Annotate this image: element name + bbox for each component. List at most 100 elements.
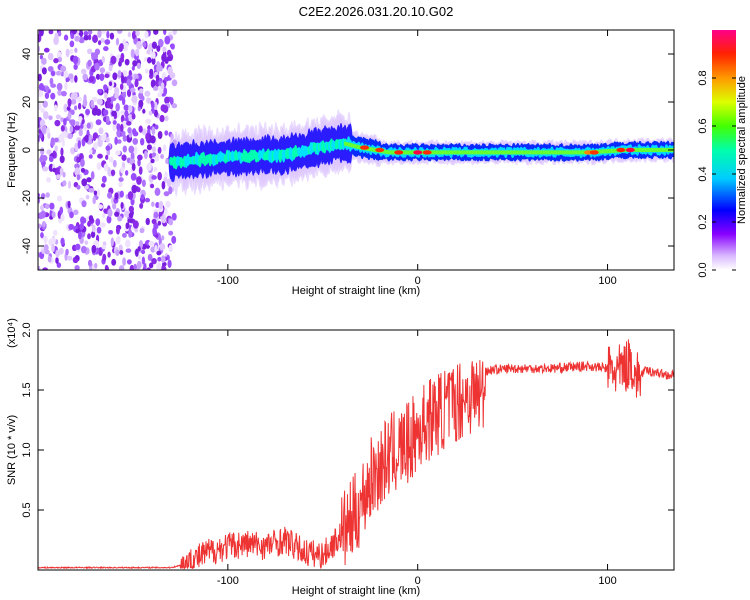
noise-blob	[67, 255, 73, 261]
noise-blob	[127, 191, 134, 200]
noise-blob	[67, 200, 71, 209]
noise-blob	[134, 248, 139, 257]
noise-blob	[54, 145, 58, 152]
noise-blob	[53, 137, 59, 143]
noise-blob	[135, 30, 140, 37]
noise-blob	[83, 30, 89, 36]
noise-blob	[96, 98, 103, 105]
noise-blob	[46, 149, 52, 155]
noise-blob	[118, 265, 125, 270]
noise-blob	[130, 48, 135, 58]
noise-blob	[141, 256, 146, 265]
noise-blob	[67, 133, 73, 140]
noise-blob	[87, 30, 93, 35]
noise-blob	[112, 159, 117, 168]
spectrogram-panel: -100 0 100 -40 -20 0 20 40 Height of straight …	[6, 29, 675, 297]
noise-blob	[82, 73, 88, 81]
noise-blob	[52, 229, 58, 236]
noise-blob	[100, 38, 105, 43]
noise-blob	[73, 64, 78, 70]
noise-blob	[50, 70, 56, 77]
colorbar-label: Normalized spectral amplitude	[736, 76, 748, 224]
noise-blob	[119, 83, 124, 90]
noise-blob	[144, 90, 151, 97]
noise-blob	[142, 41, 147, 48]
noise-blob	[40, 147, 45, 156]
spectrogram-y-axis: -40 -20 0 20 40	[21, 48, 674, 254]
noise-blob	[96, 162, 102, 171]
noise-blob	[116, 123, 121, 131]
noise-blob	[168, 244, 173, 253]
noise-blob	[64, 81, 68, 91]
x-tick-label: 0	[415, 275, 421, 287]
noise-blob	[60, 125, 65, 132]
noise-blob	[39, 156, 44, 163]
noise-blob	[146, 97, 152, 104]
noise-blob	[84, 240, 89, 245]
ridge-hotspot	[360, 145, 370, 150]
noise-blob	[93, 132, 98, 139]
y-tick-label: 1.0	[21, 442, 33, 457]
noise-blob	[87, 233, 91, 240]
noise-blob	[108, 64, 113, 72]
noise-blob	[48, 155, 54, 163]
noise-blob	[119, 250, 124, 255]
noise-blob	[50, 137, 55, 146]
snr-x-label: Height of straight line (km)	[292, 585, 420, 597]
noise-blob	[171, 235, 177, 244]
noise-blob	[87, 34, 92, 41]
noise-blob	[154, 245, 158, 253]
noise-blob	[128, 212, 134, 219]
colorbar-gradient	[712, 30, 736, 270]
noise-blob	[39, 54, 44, 60]
noise-blob	[46, 127, 50, 134]
noise-blob	[88, 75, 95, 83]
noise-blob	[51, 243, 55, 253]
noise-blob	[59, 155, 65, 164]
noise-blob	[137, 154, 143, 161]
noise-blob	[70, 98, 77, 105]
snr-y-axis: 0.5 1.0 1.5 2.0	[21, 322, 674, 518]
noise-blob	[90, 52, 95, 58]
y-tick-label: 40	[21, 48, 33, 60]
noise-blob	[141, 249, 146, 255]
noise-blob	[164, 96, 170, 105]
noise-blob	[168, 186, 173, 195]
colorbar-tick-label: 0.8	[697, 70, 709, 85]
noise-blob	[141, 95, 145, 101]
spectrogram-x-label: Height of straight line (km)	[292, 285, 420, 297]
noise-blob	[83, 94, 87, 103]
noise-blob	[98, 61, 104, 67]
noise-blob	[101, 175, 107, 183]
noise-blob	[126, 89, 132, 98]
noise-blob	[87, 221, 91, 227]
noise-blob	[76, 174, 81, 181]
noise-blob	[86, 177, 92, 183]
noise-blob	[115, 226, 120, 235]
noise-blob	[107, 208, 113, 218]
ridge-hotspot	[616, 147, 626, 153]
noise-blob	[63, 103, 68, 113]
noise-blob	[129, 264, 135, 270]
noise-blob	[115, 236, 121, 245]
noise-blob	[43, 244, 49, 252]
noise-blob	[47, 66, 54, 72]
noise-blob	[119, 123, 124, 132]
noise-blob	[98, 88, 102, 94]
noise-blob	[75, 243, 81, 250]
noise-blob	[156, 64, 161, 73]
noise-blob	[151, 126, 156, 135]
noise-blob	[50, 83, 57, 88]
noise-blob	[105, 115, 110, 124]
noise-blob	[110, 237, 115, 247]
noise-blob	[104, 92, 108, 99]
noise-blob	[60, 71, 65, 77]
noise-blob	[167, 66, 173, 75]
x-tick-label: -100	[217, 575, 239, 587]
noise-blob	[166, 56, 172, 62]
noise-blob	[165, 158, 170, 165]
noise-blob	[77, 139, 82, 149]
noise-blob	[68, 223, 75, 230]
noise-blob	[106, 215, 112, 224]
noise-blob	[139, 227, 145, 234]
